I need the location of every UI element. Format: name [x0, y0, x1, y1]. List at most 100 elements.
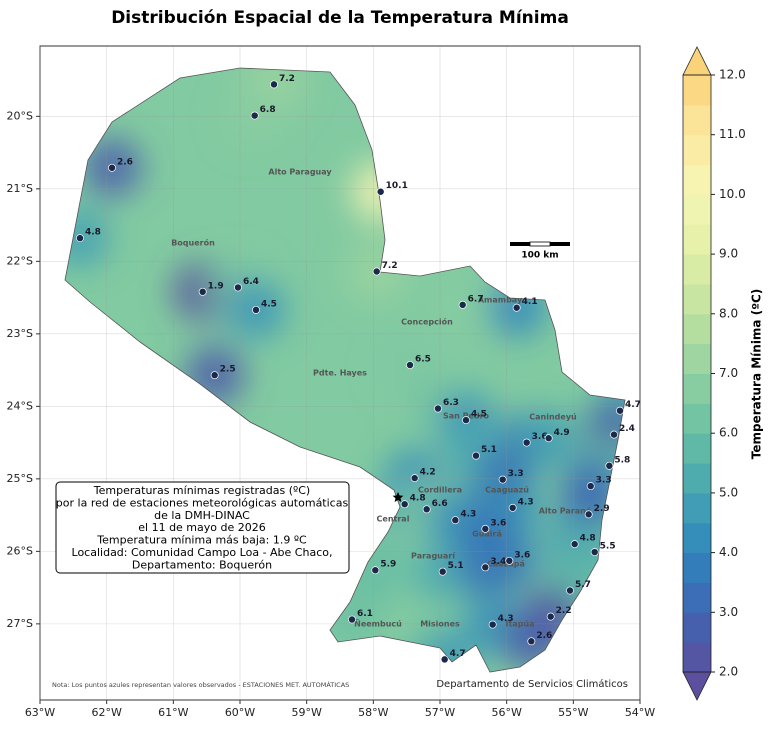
colorbar-label: Temperatura Mínima (ºC): [750, 289, 764, 459]
colorbar-band: [683, 313, 711, 345]
colorbar-band: [683, 283, 711, 315]
station-marker: [434, 404, 442, 413]
scale-segment: [550, 242, 570, 246]
region-label: Alto Paraguay: [268, 168, 332, 177]
colorbar-band: [683, 343, 711, 374]
station-value: 1.9: [208, 281, 224, 291]
station-marker: [108, 163, 116, 172]
stations: 7.2 6.8 2.6 10.1 4.8 7.2 1.9 6.4 4.5 6.7 4.1 2.5 6.5…: [76, 74, 641, 664]
region-label: Boquerón: [171, 238, 215, 248]
station-marker: [505, 556, 514, 565]
y-tick-label: 24°S: [7, 399, 33, 412]
colorbar-band: [683, 254, 711, 285]
region-label: Concepción: [401, 317, 453, 327]
colorbar-tick-label: 3.0: [719, 605, 738, 619]
station-value: 4.5: [471, 410, 487, 420]
station-value: 4.7: [625, 400, 641, 410]
station-value: 6.4: [243, 277, 259, 287]
x-tick-label: 55°W: [558, 706, 588, 719]
station-value: 4.3: [498, 614, 514, 624]
y-tick-label: 27°S: [7, 617, 33, 630]
colorbar-tick-label: 6.0: [719, 426, 738, 440]
station-marker: [605, 461, 614, 470]
station-value: 3.6: [514, 550, 530, 560]
station-marker: [527, 637, 536, 646]
region-label: Pdte. Hayes: [313, 369, 367, 378]
station-value: 2.9: [594, 504, 610, 514]
station-marker: [234, 283, 242, 292]
info-line: Localidad: Comunidad Campo Loa - Abe Cha…: [72, 546, 333, 559]
x-tick-label: 59°W: [291, 706, 321, 719]
station-value: 2.6: [117, 157, 133, 167]
station-value: 3.3: [596, 476, 612, 486]
station-marker: [372, 267, 381, 276]
station-value: 3.3: [508, 469, 524, 479]
station-value: 7.2: [382, 261, 398, 271]
station-value: 2.2: [556, 606, 572, 616]
station-value: 4.2: [420, 468, 436, 478]
station-marker: [440, 655, 449, 664]
colorbar-extend-top: [682, 46, 712, 76]
scale-segment: [510, 242, 530, 246]
info-line: Temperatura mínima más baja: 1.9 ºC: [96, 534, 307, 547]
station-value: 4.1: [522, 297, 538, 307]
colorbar-band: [683, 582, 711, 613]
station-value: 6.7: [468, 294, 484, 304]
station-marker: [590, 548, 599, 557]
colorbar-tick-label: 11.0: [719, 127, 746, 141]
colorbar-band: [683, 134, 711, 166]
info-line: Departamento: Boquerón: [132, 558, 272, 571]
station-marker: [481, 563, 490, 572]
region-label: San Pedro: [443, 412, 490, 421]
scale-label: 100 km: [521, 251, 558, 261]
station-marker: [616, 406, 624, 415]
station-value: 2.6: [536, 631, 552, 641]
x-tick-label: 62°W: [91, 706, 121, 719]
y-tick-label: 21°S: [7, 182, 33, 195]
info-text: Temperaturas mínimas registradas (ºC)por…: [56, 484, 349, 571]
info-line: por la red de estaciones meteorológicas …: [56, 496, 349, 509]
station-marker: [584, 510, 593, 519]
station-value: 6.6: [432, 499, 448, 509]
colorbar: 2.0 3.0 4.0 5.0 6.0 7.0 8.0 9.0 10.0 11.0 12.0: [682, 46, 746, 701]
map-title: Distribución Espacial de la Temperatura …: [111, 8, 569, 28]
region-label: Alto Paraná: [539, 507, 592, 516]
y-tick-label: 23°S: [7, 327, 33, 340]
station-marker: [400, 500, 409, 509]
x-tick-label: 54°W: [625, 706, 655, 719]
station-marker: [458, 300, 467, 309]
colorbar-band: [683, 373, 711, 404]
colorbar-band: [683, 642, 711, 673]
station-value: 5.7: [575, 580, 591, 590]
colorbar-band: [683, 612, 711, 643]
colorbar-band: [683, 194, 711, 225]
station-value: 5.8: [614, 455, 630, 465]
colorbar-band: [683, 522, 711, 554]
station-marker: [250, 111, 259, 120]
station-marker: [76, 234, 84, 243]
scale-bar: 100 km: [510, 241, 570, 261]
colorbar-tick-label: 9.0: [719, 247, 738, 261]
info-box: [55, 481, 350, 574]
region-label: Caazapá: [487, 560, 525, 569]
region-label: Misiones: [420, 620, 460, 629]
station-marker: [586, 482, 595, 491]
station-value: 3.4: [490, 557, 506, 567]
colorbar-band: [683, 224, 711, 255]
station-marker: [544, 434, 553, 443]
station-marker: [348, 615, 356, 624]
station-marker: [422, 505, 431, 514]
scale-segment: [529, 241, 551, 247]
colorbar-band: [683, 75, 711, 106]
x-tick-label: 60°W: [225, 706, 255, 719]
info-line: de la DMH-DINAC: [154, 509, 250, 522]
station-value: 6.5: [415, 355, 431, 365]
colorbar-tick-label: 8.0: [719, 306, 738, 320]
credit: Departamento de Servicios Climáticos: [436, 678, 628, 690]
colorbar-band: [683, 403, 711, 434]
station-value: 4.5: [261, 299, 277, 309]
region-label: Itapúa: [505, 620, 534, 629]
region-label: Canindeyú: [529, 413, 577, 422]
country-outline: [64, 67, 626, 673]
